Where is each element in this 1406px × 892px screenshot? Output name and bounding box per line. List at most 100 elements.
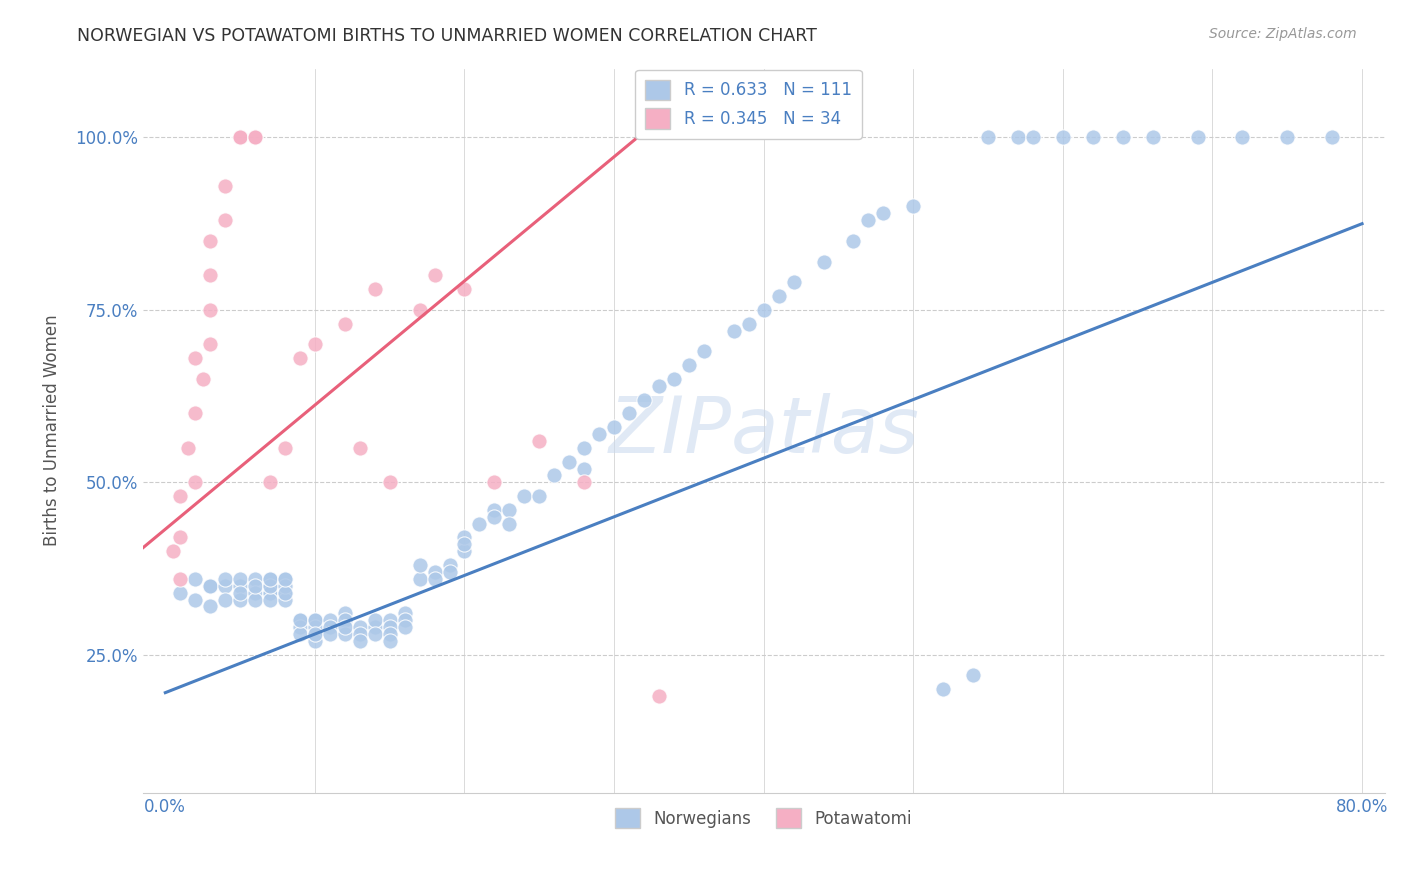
Point (184, 475, 207, 490)
Point (288, 613, 311, 627)
Point (408, 572, 430, 586)
Point (349, 620, 371, 634)
Point (633, 392, 655, 407)
Point (603, 420, 626, 434)
Point (349, 441, 371, 455)
Point (304, 337, 326, 351)
Point (259, 585, 281, 599)
Y-axis label: Births to Unmarried Women: Births to Unmarried Women (44, 315, 60, 547)
Point (962, 668, 984, 682)
Point (229, 585, 252, 599)
Point (572, 475, 595, 490)
Point (782, 275, 804, 289)
Point (259, 592, 281, 607)
Point (1052, 130, 1074, 145)
Point (648, 378, 671, 392)
Point (304, 634, 326, 648)
Point (872, 206, 894, 220)
Point (364, 627, 387, 641)
Point (214, 178, 236, 193)
Text: ZIPatlas: ZIPatlas (609, 392, 920, 468)
Point (259, 572, 281, 586)
Point (288, 613, 311, 627)
Point (439, 565, 461, 579)
Point (198, 579, 221, 593)
Point (243, 579, 266, 593)
Point (453, 537, 475, 551)
Point (529, 434, 551, 448)
Point (903, 199, 925, 213)
Point (378, 475, 401, 490)
Point (1277, 130, 1299, 145)
Point (333, 317, 356, 331)
Point (243, 572, 266, 586)
Point (408, 558, 430, 572)
Point (333, 627, 356, 641)
Point (378, 620, 401, 634)
Point (274, 585, 297, 599)
Point (408, 302, 430, 317)
Point (333, 607, 356, 621)
Point (1007, 130, 1029, 145)
Point (162, 544, 184, 558)
Point (543, 468, 565, 483)
Point (558, 455, 581, 469)
Point (378, 627, 401, 641)
Point (768, 289, 790, 303)
Point (842, 234, 865, 248)
Point (169, 585, 191, 599)
Point (214, 213, 236, 227)
Legend: Norwegians, Potawatomi: Norwegians, Potawatomi (609, 801, 920, 835)
Point (288, 351, 311, 366)
Point (243, 130, 266, 145)
Point (259, 585, 281, 599)
Point (453, 282, 475, 296)
Point (274, 585, 297, 599)
Point (529, 489, 551, 503)
Point (229, 579, 252, 593)
Point (198, 234, 221, 248)
Point (932, 682, 955, 697)
Point (319, 620, 342, 634)
Point (349, 634, 371, 648)
Point (214, 572, 236, 586)
Point (304, 620, 326, 634)
Point (858, 213, 880, 227)
Point (319, 613, 342, 627)
Point (304, 613, 326, 627)
Point (423, 268, 446, 283)
Point (423, 572, 446, 586)
Point (259, 475, 281, 490)
Point (364, 282, 387, 296)
Point (229, 130, 252, 145)
Point (738, 317, 761, 331)
Point (259, 572, 281, 586)
Point (184, 406, 207, 420)
Point (1232, 130, 1254, 145)
Point (191, 372, 214, 386)
Point (1022, 130, 1045, 145)
Point (723, 324, 745, 338)
Point (468, 516, 491, 531)
Point (588, 427, 610, 442)
Point (423, 565, 446, 579)
Point (484, 509, 506, 524)
Point (378, 634, 401, 648)
Point (498, 516, 520, 531)
Point (169, 489, 191, 503)
Point (198, 579, 221, 593)
Point (394, 607, 416, 621)
Point (288, 627, 311, 641)
Point (243, 130, 266, 145)
Point (1081, 130, 1104, 145)
Point (198, 268, 221, 283)
Point (198, 599, 221, 614)
Point (513, 489, 536, 503)
Point (229, 572, 252, 586)
Point (693, 344, 716, 359)
Point (169, 531, 191, 545)
Point (484, 503, 506, 517)
Point (1142, 130, 1164, 145)
Point (229, 592, 252, 607)
Point (813, 254, 835, 268)
